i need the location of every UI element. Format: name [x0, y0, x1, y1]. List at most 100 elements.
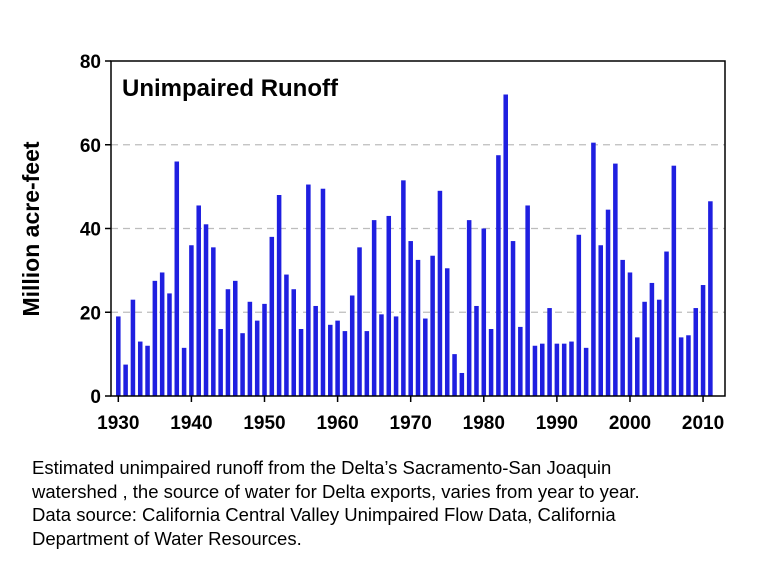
bar-1954 [291, 289, 297, 396]
bar-1944 [218, 329, 223, 396]
bar-1984 [510, 241, 516, 396]
bar-2010 [700, 285, 706, 396]
bar-2008 [686, 335, 691, 396]
x-tick-label: 1990 [536, 413, 578, 434]
bar-1932 [130, 299, 136, 396]
figure-caption: Estimated unimpaired runoff from the Del… [32, 456, 762, 550]
x-tick-label: 2010 [682, 413, 724, 434]
bar-1989 [547, 308, 552, 396]
bar-2003 [649, 282, 655, 396]
y-tick-label: 0 [90, 387, 101, 408]
bar-1992 [569, 341, 574, 396]
bar-1958 [320, 188, 326, 396]
x-tick-label: 1940 [170, 413, 212, 434]
bar-1964 [364, 331, 370, 396]
bar-1963 [357, 247, 362, 396]
x-tick-label: 1950 [243, 413, 285, 434]
bar-1995 [591, 142, 596, 396]
bar-2007 [678, 337, 684, 396]
bar-1946 [232, 280, 238, 396]
bar-2001 [635, 337, 640, 396]
bar-1961 [342, 331, 348, 396]
bar-2000 [627, 272, 633, 396]
y-tick-label: 40 [80, 220, 101, 241]
bar-1998 [613, 163, 618, 396]
x-tick-label: 1960 [316, 413, 358, 434]
bar-1991 [561, 343, 567, 396]
y-tick-label: 60 [80, 136, 101, 157]
bar-1999 [620, 259, 625, 396]
bar-1966 [379, 314, 384, 396]
bar-1976 [452, 354, 457, 396]
caption-line-1: Estimated unimpaired runoff from the Del… [32, 457, 612, 478]
bar-1935 [152, 280, 158, 396]
bar-1936 [159, 272, 165, 396]
bars [116, 94, 713, 396]
x-tick-label: 1980 [463, 413, 505, 434]
bar-1972 [423, 318, 428, 396]
bar-1978 [466, 220, 472, 396]
bar-1981 [488, 329, 494, 396]
bar-1931 [123, 364, 128, 396]
bar-1930 [116, 316, 121, 396]
bar-1934 [145, 345, 150, 396]
caption-line-2: watershed , the source of water for Delt… [32, 480, 640, 502]
bar-1970 [408, 241, 413, 396]
bar-1975 [444, 268, 450, 396]
x-tick-label: 1970 [390, 413, 432, 434]
bar-1993 [576, 234, 582, 396]
bar-1977 [459, 372, 465, 396]
bar-1945 [225, 289, 231, 396]
bar-2002 [642, 301, 647, 396]
bar-1953 [284, 274, 289, 396]
bar-1982 [496, 155, 501, 396]
bar-1947 [240, 333, 245, 396]
bar-1994 [583, 347, 589, 396]
bar-1973 [430, 255, 435, 396]
bar-1955 [298, 329, 304, 396]
x-tick-label: 2000 [609, 413, 651, 434]
bar-1969 [401, 180, 406, 396]
bar-1938 [174, 161, 180, 396]
bar-1986 [525, 205, 530, 396]
chart-title: Unimpaired Runoff [122, 75, 339, 102]
bar-1965 [371, 220, 377, 396]
bar-1956 [306, 184, 311, 396]
caption-line-4: Department of Water Resources. [32, 527, 302, 549]
bar-2005 [664, 251, 669, 396]
bar-1951 [269, 236, 275, 396]
bar-2004 [656, 299, 662, 396]
bar-1996 [598, 245, 604, 396]
bar-2006 [671, 165, 677, 396]
bar-1942 [203, 224, 209, 396]
bar-1949 [254, 320, 260, 396]
bar-1933 [137, 341, 143, 396]
bar-1941 [196, 205, 201, 396]
y-tick-labels: 0 20 40 60 80 [80, 52, 101, 408]
bar-1968 [393, 316, 399, 396]
caption-line-3: Data source: California Central Valley U… [32, 504, 616, 525]
bar-1983 [503, 94, 508, 396]
bar-1971 [415, 259, 421, 396]
bar-1959 [328, 324, 333, 396]
bar-1980 [481, 228, 487, 396]
bar-1979 [474, 305, 479, 396]
bar-1937 [167, 293, 172, 396]
bar-1967 [386, 215, 392, 396]
bar-1957 [313, 305, 318, 396]
bar-2009 [693, 308, 699, 396]
bar-1987 [532, 345, 538, 396]
y-axis-label: Million acre-feet [18, 141, 44, 316]
bar-1943 [211, 247, 216, 396]
x-tick-label: 1930 [97, 413, 139, 434]
bar-1988 [539, 343, 545, 396]
bar-1948 [247, 301, 253, 396]
runoff-bar-chart: 0 20 40 60 80 1930 1940 1950 1960 1970 1980 1990 20… [18, 52, 726, 434]
bar-1974 [437, 190, 443, 396]
bar-1939 [181, 347, 187, 396]
y-tick-label: 80 [80, 52, 101, 73]
x-tick-labels: 1930 1940 1950 1960 1970 1980 1990 2000 2010 [97, 413, 724, 434]
bar-2011 [708, 201, 713, 396]
axis-ticks [105, 60, 704, 402]
bar-1952 [276, 195, 282, 396]
